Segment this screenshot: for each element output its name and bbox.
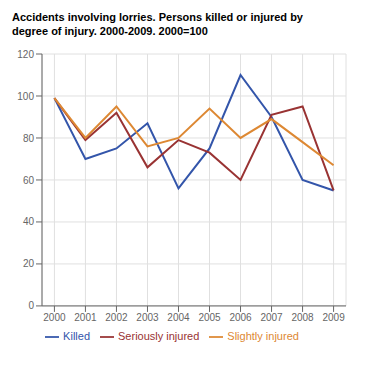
html-text:Slightly injured: Slightly injured: [227, 329, 299, 342]
svg-text:20: 20: [23, 258, 35, 269]
html-text:Seriously injured: Seriously injured: [118, 329, 200, 342]
svg-text:100: 100: [17, 91, 34, 102]
svg-text:2003: 2003: [136, 312, 159, 323]
svg-text:40: 40: [23, 216, 35, 227]
svg-text:2004: 2004: [167, 312, 190, 323]
svg-text:0: 0: [28, 300, 34, 311]
svg-text:2005: 2005: [198, 312, 221, 323]
svg-text:2002: 2002: [105, 312, 128, 323]
svg-text:2001: 2001: [74, 312, 97, 323]
svg-text:2008: 2008: [291, 312, 314, 323]
svg-text:2006: 2006: [229, 312, 252, 323]
svg-text:2009: 2009: [322, 312, 345, 323]
svg-text:80: 80: [23, 133, 35, 144]
html-text:Killed: Killed: [63, 329, 90, 342]
html-text:degree of injury. 2000-2009. 2: degree of injury. 2000-2009. 2000=100: [12, 25, 208, 37]
html-text:Accidents involving lorries. P: Accidents involving lorries. Persons kil…: [12, 11, 303, 23]
svg-text:2000: 2000: [43, 312, 66, 323]
svg-text:60: 60: [23, 175, 35, 186]
svg-text:120: 120: [17, 49, 34, 60]
svg-text:2007: 2007: [260, 312, 283, 323]
